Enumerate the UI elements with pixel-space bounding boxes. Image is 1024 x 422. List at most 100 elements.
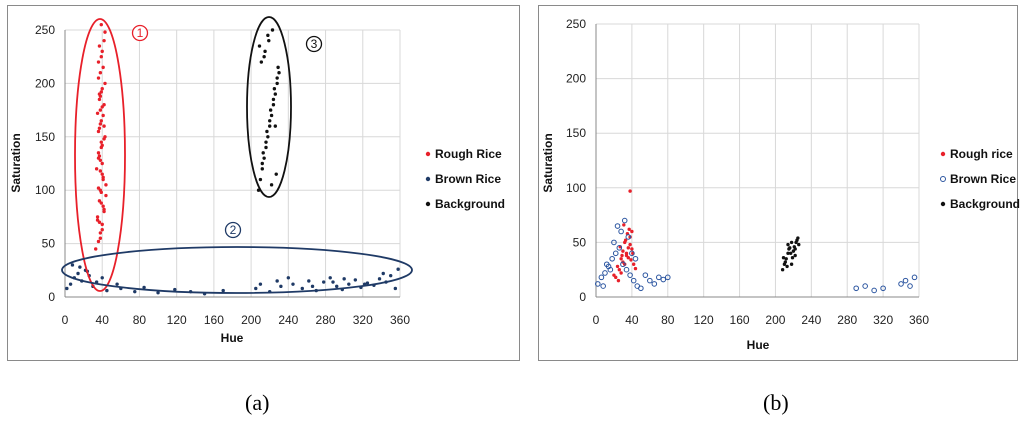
data-point-rough-rice-a xyxy=(104,183,108,187)
y-axis-title-b: Saturation xyxy=(541,133,555,192)
data-point-brown-rice-b xyxy=(871,287,877,294)
data-point-rough-rice-a xyxy=(96,60,101,64)
data-point-background-b xyxy=(785,264,789,269)
data-point-brown-rice-b xyxy=(638,285,644,292)
data-point-background-b xyxy=(793,247,797,251)
data-point-brown-rice-a xyxy=(68,282,73,286)
data-point-brown-rice-a xyxy=(347,282,351,286)
data-point-brown-rice-b xyxy=(664,274,671,281)
legend-label-brown-rice-a: Brown Rice xyxy=(435,172,501,186)
cluster-ellipse-1 xyxy=(74,18,126,292)
data-point-background-a xyxy=(267,38,271,43)
data-point-brown-rice-b xyxy=(607,266,614,273)
data-point-background-a xyxy=(273,124,278,128)
data-point-brown-rice-a xyxy=(291,282,295,286)
caption-b: (b) xyxy=(763,390,789,415)
data-point-rough-rice-a xyxy=(99,22,103,27)
data-point-background-a xyxy=(260,161,264,166)
data-point-background-b xyxy=(797,242,801,247)
x-tick-label-a: 280 xyxy=(316,313,336,327)
data-point-brown-rice-a xyxy=(321,280,326,284)
data-point-brown-rice-a xyxy=(156,291,160,295)
data-point-rough-rice-a xyxy=(98,122,103,126)
y-tick-label-b: 200 xyxy=(566,72,586,86)
data-point-brown-rice-a xyxy=(365,281,370,285)
x-tick-label-b: 280 xyxy=(837,313,857,327)
legend-marker-brown-rice-a xyxy=(425,176,431,182)
data-point-brown-rice-a xyxy=(254,286,258,291)
legend-marker-background-b xyxy=(940,201,946,207)
data-point-background-b xyxy=(786,251,790,256)
data-point-rough-rice-a xyxy=(97,220,102,224)
data-point-background-a xyxy=(269,113,274,118)
y-tick-label-a: 250 xyxy=(35,23,55,37)
data-point-brown-rice-b xyxy=(642,272,649,278)
data-point-brown-rice-b xyxy=(618,228,624,235)
data-point-rough-rice-a xyxy=(99,55,103,59)
data-point-background-a xyxy=(272,87,277,91)
data-point-background-b xyxy=(794,240,798,245)
data-point-brown-rice-a xyxy=(342,277,346,281)
data-point-rough-rice-a xyxy=(98,231,103,235)
x-tick-label-b: 240 xyxy=(801,313,821,327)
data-point-brown-rice-a xyxy=(70,263,75,267)
data-point-rough-rice-b xyxy=(631,262,636,266)
data-point-brown-rice-b xyxy=(594,281,601,287)
legend-label-rough-rice-a: Rough Rice xyxy=(435,147,502,161)
data-point-background-b xyxy=(793,253,797,258)
data-point-rough-rice-a xyxy=(97,44,102,48)
data-point-brown-rice-a xyxy=(173,287,177,292)
data-point-rough-rice-a xyxy=(98,108,103,112)
cluster-ellipse-3 xyxy=(246,16,292,198)
data-point-brown-rice-b xyxy=(616,245,623,251)
data-point-background-b xyxy=(790,255,795,260)
data-point-rough-rice-a xyxy=(101,204,105,208)
x-tick-label-b: 360 xyxy=(909,313,929,327)
data-point-rough-rice-a xyxy=(100,105,104,109)
data-point-rough-rice-a xyxy=(100,87,104,91)
data-point-brown-rice-a xyxy=(115,282,119,286)
data-point-rough-rice-b xyxy=(615,264,620,269)
data-point-brown-rice-a xyxy=(328,276,332,280)
data-point-rough-rice-a xyxy=(99,201,103,205)
data-point-background-a xyxy=(257,44,262,48)
data-point-rough-rice-a xyxy=(94,167,99,171)
data-point-background-a xyxy=(276,65,280,70)
data-point-rough-rice-b xyxy=(614,275,618,280)
data-point-rough-rice-b xyxy=(630,229,634,234)
data-point-rough-rice-a xyxy=(102,209,106,214)
data-point-rough-rice-a xyxy=(103,30,107,34)
data-point-rough-rice-b xyxy=(628,189,632,193)
data-point-brown-rice-a xyxy=(100,276,104,280)
x-tick-label-a: 0 xyxy=(62,313,69,327)
x-tick-label-b: 80 xyxy=(661,313,675,327)
data-point-rough-rice-a xyxy=(100,161,104,166)
x-tick-label-a: 80 xyxy=(133,313,147,327)
data-point-brown-rice-b xyxy=(902,277,909,284)
data-point-background-a xyxy=(275,76,279,80)
data-point-rough-rice-b xyxy=(629,258,633,262)
data-point-rough-rice-a xyxy=(95,111,100,116)
data-point-background-b xyxy=(781,255,786,260)
data-point-rough-rice-b xyxy=(626,255,630,260)
data-point-rough-rice-a xyxy=(102,124,106,128)
data-point-background-a xyxy=(263,49,267,54)
data-point-background-b xyxy=(787,247,791,251)
data-point-background-b xyxy=(796,236,800,240)
y-tick-label-a: 100 xyxy=(35,183,55,197)
data-point-rough-rice-a xyxy=(98,236,103,240)
data-point-brown-rice-b xyxy=(612,250,619,257)
data-point-brown-rice-b xyxy=(911,274,918,281)
data-point-rough-rice-b xyxy=(622,223,626,227)
data-point-rough-rice-a xyxy=(96,129,101,134)
data-point-rough-rice-a xyxy=(99,140,103,144)
data-point-brown-rice-a xyxy=(275,279,279,283)
x-tick-label-a: 320 xyxy=(353,313,373,327)
data-point-background-a xyxy=(268,108,273,112)
x-axis-title-b: Hue xyxy=(747,338,770,352)
data-point-brown-rice-a xyxy=(335,284,339,289)
data-point-rough-rice-a xyxy=(98,169,103,173)
data-point-rough-rice-b xyxy=(626,246,630,250)
data-point-brown-rice-b xyxy=(632,255,639,262)
data-point-brown-rice-a xyxy=(78,265,82,269)
